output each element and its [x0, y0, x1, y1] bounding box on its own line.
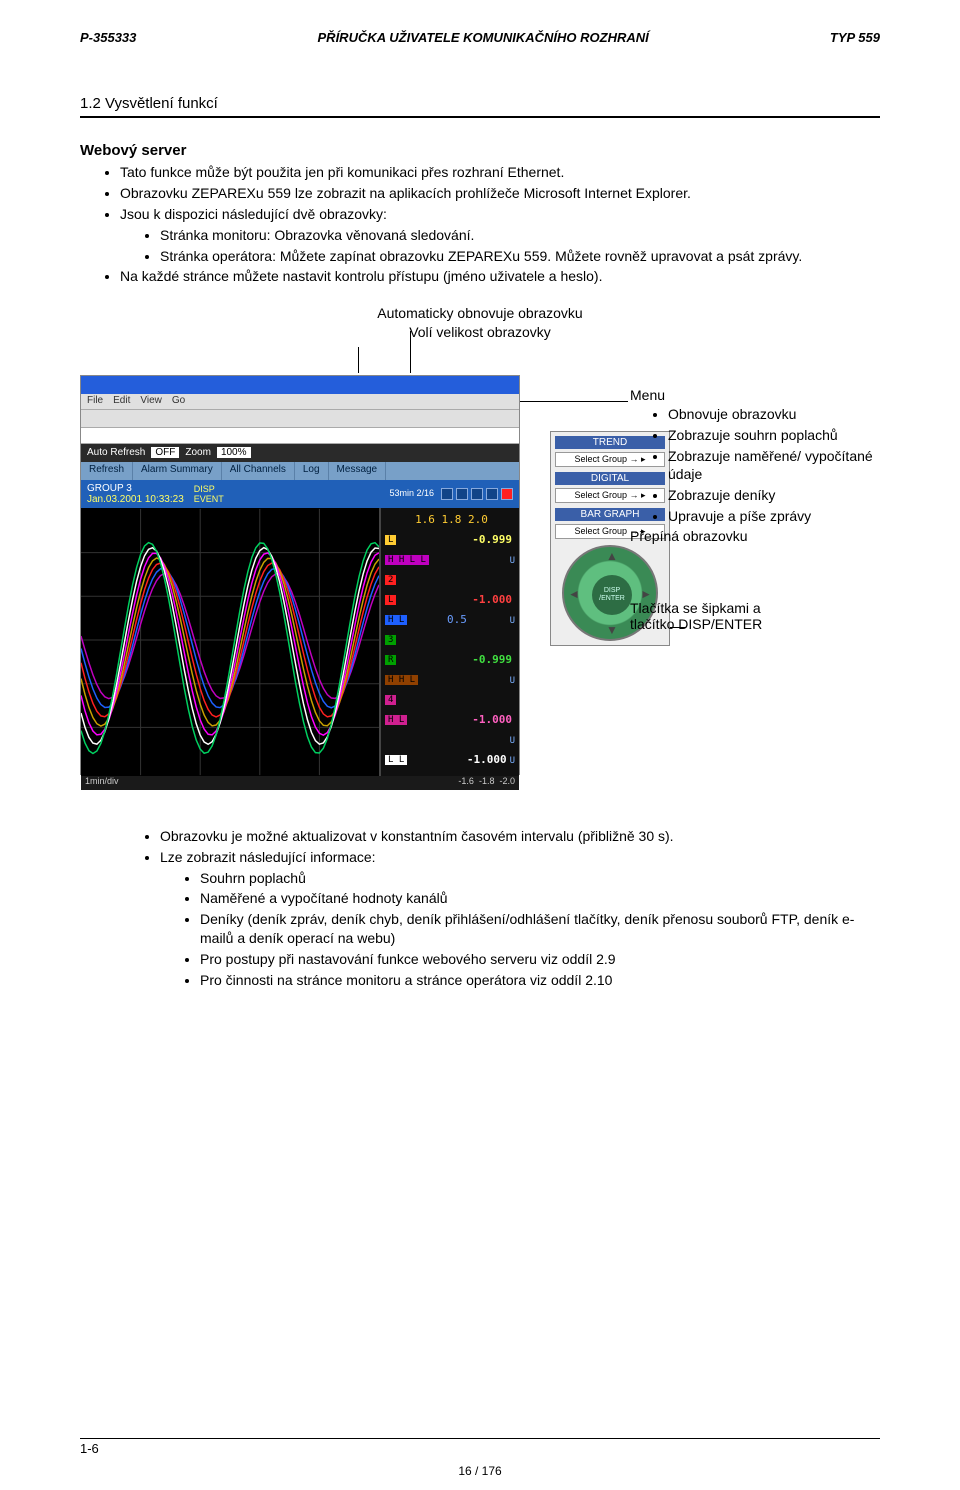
window-titlebar [81, 376, 519, 394]
switch-label: Přepíná obrazovku [630, 528, 878, 544]
status-icon [471, 488, 483, 500]
disp-event-label: DISP EVENT [194, 484, 224, 504]
status-icon [486, 488, 498, 500]
menu-item[interactable]: View [140, 395, 162, 408]
header-center: PŘÍRUČKA UŽIVATELE KOMUNIKAČNÍHO ROZHRAN… [318, 30, 649, 45]
group-bar: GROUP 3 Jan.03.2001 10:33:23 DISP EVENT … [81, 480, 519, 508]
tab-message[interactable]: Message [329, 462, 387, 480]
menu-item-text: Zobrazuje deníky [668, 486, 878, 505]
arrows-label: Tlačítka se šipkami a tlačítko DISP/ENTE… [630, 600, 878, 632]
tab-log[interactable]: Log [295, 462, 329, 480]
status-icon [441, 488, 453, 500]
tab-all-channels[interactable]: All Channels [222, 462, 295, 480]
group-date: Jan.03.2001 10:33:23 [87, 494, 184, 505]
leader-line [358, 347, 359, 373]
bullet: Stránka monitoru: Obrazovka věnovaná sle… [160, 226, 880, 245]
screenshot-mock: File Edit View Go Auto Refresh OFF Zoom … [80, 375, 520, 775]
bullet: Stránka operátora: Můžete zapínat obrazo… [160, 247, 880, 266]
bullet: Obrazovku ZEPAREXu 559 lze zobrazit na a… [120, 184, 880, 203]
menu-item-text: Zobrazuje souhrn poplachů [668, 426, 878, 445]
bullet: Deníky (deník zpráv, deník chyb, deník p… [200, 910, 880, 948]
bullet: Pro postupy při nastavování funkce webov… [200, 950, 880, 969]
bullet: Obrazovku je možné aktualizovat v konsta… [160, 827, 880, 846]
page-footer: 1-6 [80, 1438, 880, 1456]
window-menubar: File Edit View Go [81, 394, 519, 410]
right-text-column: Menu Obnovuje obrazovku Zobrazuje souhrn… [558, 387, 878, 632]
menu-items-list: Obnovuje obrazovku Zobrazuje souhrn popl… [558, 405, 878, 526]
auto-refresh-select[interactable]: OFF [151, 447, 179, 458]
scale-val: -1.6 [458, 776, 474, 786]
window-toolbar [81, 410, 519, 428]
bottom-scale: 1min/div -1.6 -1.8 -2.0 [81, 776, 519, 790]
trend-svg [81, 508, 379, 776]
header-right: TYP 559 [830, 30, 880, 45]
group-name: GROUP 3 [87, 483, 184, 494]
bullet: Lze zobrazit následující informace: [160, 848, 880, 867]
menu-item[interactable]: File [87, 395, 103, 408]
section-title: 1.2 Vysvětlení funkcí [80, 95, 880, 112]
center-labels: Automaticky obnovuje obrazovku Volí veli… [80, 304, 880, 340]
zoom-select[interactable]: 100% [217, 447, 251, 458]
header-left: P-355333 [80, 30, 136, 45]
footer-left: 1-6 [80, 1441, 880, 1456]
bullet: Pro činnosti na stránce monitoru a strán… [200, 971, 880, 990]
status-icon [456, 488, 468, 500]
menu-item-text: Upravuje a píše zprávy [668, 507, 878, 526]
bullet: Jsou k dispozici následující dvě obrazov… [120, 205, 880, 224]
figure-area: File Edit View Go Auto Refresh OFF Zoom … [80, 347, 880, 787]
menu-label: Menu [630, 387, 878, 403]
tab-row: Refresh Alarm Summary All Channels Log M… [81, 462, 519, 480]
scale-left: 1min/div [85, 776, 119, 790]
auto-refresh-label: Auto Refresh [87, 447, 145, 458]
label-zoom: Volí velikost obrazovky [80, 323, 880, 341]
menu-item-text: Zobrazuje naměřené/ vypočítané údaje [668, 447, 878, 485]
menu-item[interactable]: Edit [113, 395, 130, 408]
tab-alarm-summary[interactable]: Alarm Summary [133, 462, 222, 480]
scale-val: -2.0 [499, 776, 515, 786]
page-header: P-355333 PŘÍRUČKA UŽIVATELE KOMUNIKAČNÍH… [80, 30, 880, 45]
menu-item[interactable]: Go [172, 395, 185, 408]
page-number: 16 / 176 [0, 1464, 960, 1478]
trend-plot [81, 508, 381, 776]
side-values: 1.6 1.8 2.0L-0.999H H L LU2L-1.000H L0.5… [381, 508, 519, 776]
tab-refresh[interactable]: Refresh [81, 462, 133, 480]
alarm-icon [501, 488, 513, 500]
label-auto-refresh: Automaticky obnovuje obrazovku [80, 304, 880, 322]
lower-bullets: Obrazovku je možné aktualizovat v konsta… [80, 827, 880, 990]
address-bar[interactable] [81, 428, 519, 444]
auto-refresh-bar: Auto Refresh OFF Zoom 100% [81, 444, 519, 462]
bullet: Na každé stránce můžete nastavit kontrol… [120, 267, 880, 286]
top-bullet-list: Tato funkce může být použita jen při kom… [80, 163, 880, 286]
icon-row: 53min 2/16 [389, 488, 513, 500]
sub-heading: Webový server [80, 142, 880, 159]
scale-val: -1.8 [479, 776, 495, 786]
time-info: 53min 2/16 [389, 488, 434, 500]
plot-row: 1.6 1.8 2.0L-0.999H H L LU2L-1.000H L0.5… [81, 508, 519, 776]
section-rule [80, 116, 880, 118]
bullet: Naměřené a vypočítané hodnoty kanálů [200, 889, 880, 908]
menu-item-text: Obnovuje obrazovku [668, 405, 878, 424]
bullet: Souhrn poplachů [200, 869, 880, 888]
zoom-label: Zoom [185, 447, 211, 458]
bullet: Tato funkce může být použita jen při kom… [120, 163, 880, 182]
leader-line [410, 331, 411, 373]
